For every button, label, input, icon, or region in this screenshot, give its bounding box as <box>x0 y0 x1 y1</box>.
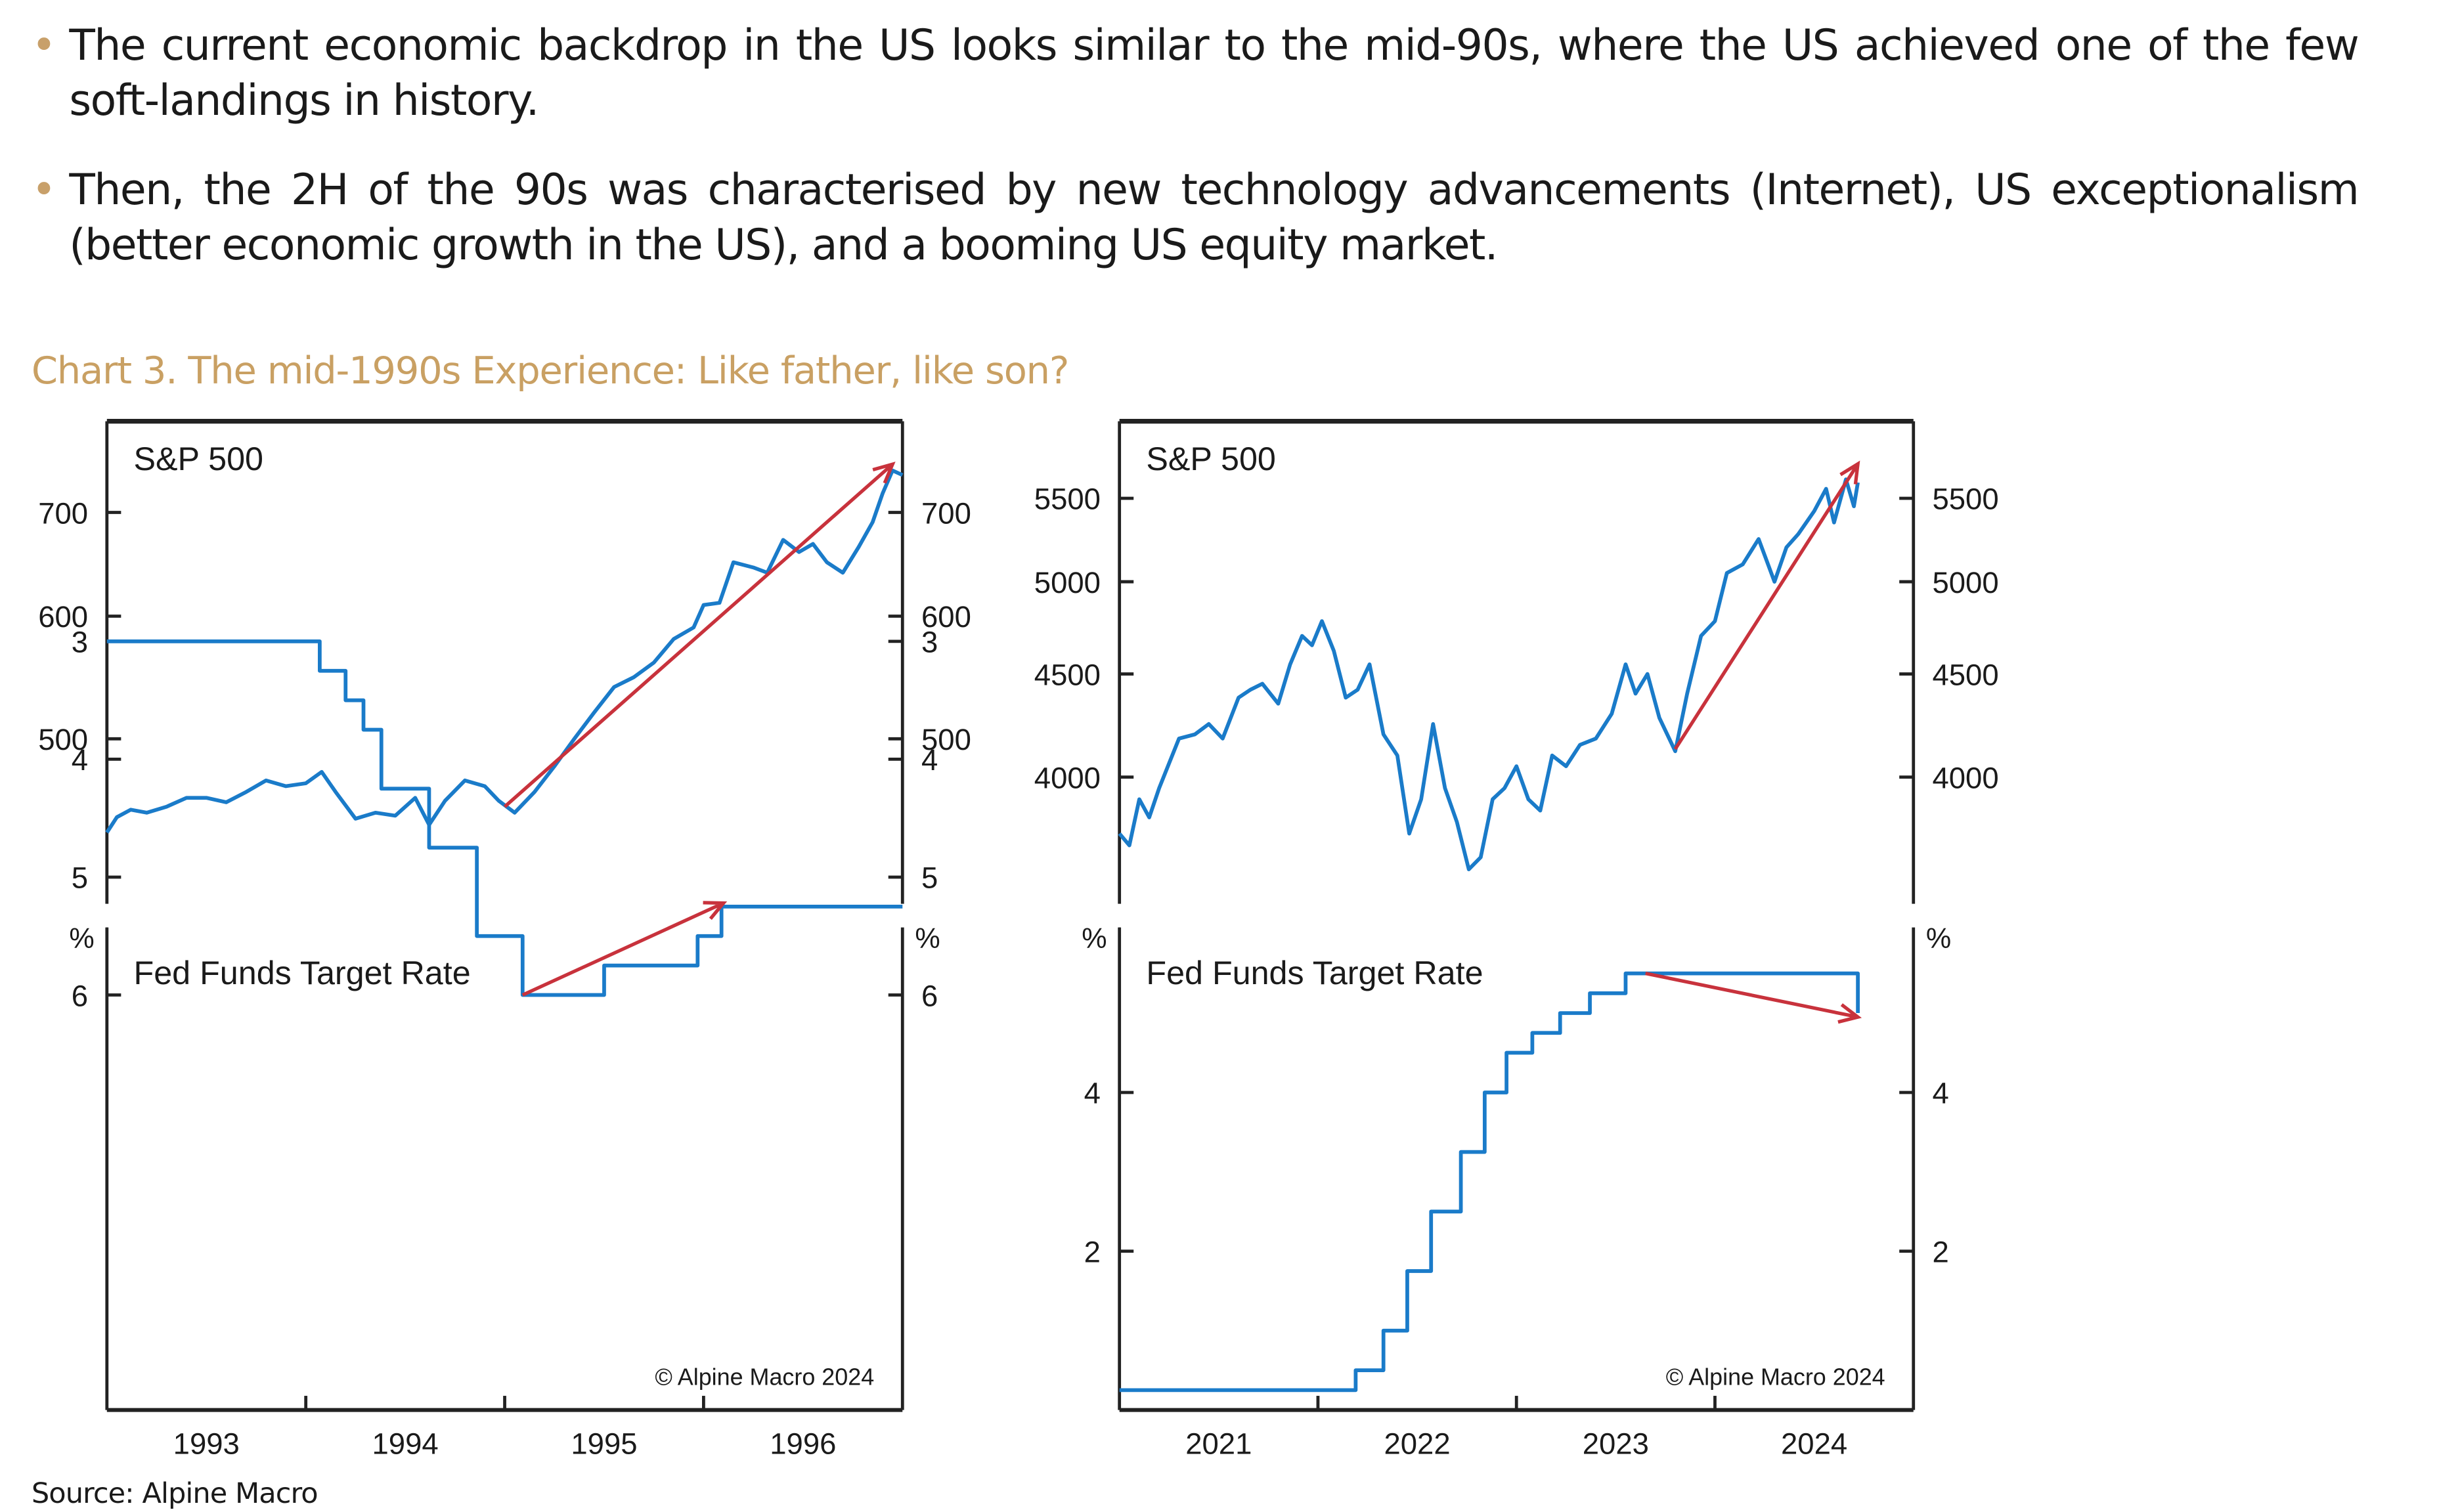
y-tick-label-right: 5500 <box>1932 483 1998 516</box>
y-tick-label-left: 4 <box>72 743 88 777</box>
trend-arrow <box>1673 460 1860 750</box>
y-tick-label-right: 500 <box>921 723 971 756</box>
y-tick-label-right: 4000 <box>1932 761 1998 794</box>
y-tick-label-left: 5000 <box>1034 566 1101 599</box>
x-tick-label: 2021 <box>1185 1427 1252 1461</box>
bullet-text: The current economic backdrop in the US … <box>69 22 2359 126</box>
y-unit-right: % <box>1926 923 1951 955</box>
series-line <box>1118 477 1860 872</box>
y-tick-label-left: 3 <box>72 626 88 659</box>
y-tick-label-right: 4 <box>921 743 938 777</box>
bullet-item: • Then, the 2H of the 90s was characteri… <box>31 163 2360 274</box>
trend-arrow <box>521 901 728 997</box>
bullet-dot-icon: • <box>31 22 56 71</box>
y-tick-label-left: 600 <box>38 600 88 634</box>
series-line <box>105 468 904 834</box>
panel-title: S&P 500 <box>1146 440 1276 477</box>
y-tick-label-right: 5 <box>921 861 938 895</box>
y-tick-label-left: 4 <box>1084 1077 1101 1110</box>
panel-title: S&P 500 <box>134 440 264 477</box>
x-tick-label: 1994 <box>372 1427 439 1461</box>
x-tick-label: 1996 <box>770 1427 836 1461</box>
y-tick-label-right: 3 <box>921 626 938 659</box>
y-tick-label-left: 2 <box>1084 1236 1101 1269</box>
copyright-watermark: © Alpine Macro 2024 <box>655 1363 874 1390</box>
y-unit-right: % <box>915 923 940 955</box>
chart-title: Chart 3. The mid-1990s Experience: Like … <box>31 349 1070 393</box>
y-tick-label-right: 2 <box>1932 1236 1948 1269</box>
y-tick-label-right: 600 <box>921 600 971 634</box>
x-tick-label: 2022 <box>1384 1427 1450 1461</box>
y-tick-label-left: 4000 <box>1034 761 1101 794</box>
source-note: Source: Alpine Macro <box>31 1477 318 1511</box>
y-tick-label-left: 5 <box>72 861 88 895</box>
y-tick-label-left: 700 <box>38 496 88 530</box>
bullet-item: • The current economic backdrop in the U… <box>31 19 2360 129</box>
y-tick-label-left: 5500 <box>1034 483 1101 516</box>
x-tick-label: 2023 <box>1583 1427 1649 1461</box>
y-tick-label-right: 4500 <box>1932 658 1998 691</box>
x-tick-label: 2024 <box>1781 1427 1847 1461</box>
panel-title: Fed Funds Target Rate <box>1146 954 1483 991</box>
trend-arrow <box>503 462 896 808</box>
y-unit-left: % <box>69 923 94 955</box>
x-tick-label: 1995 <box>571 1427 637 1461</box>
y-tick-label-left: 4500 <box>1034 658 1101 691</box>
bullet-dot-icon: • <box>31 166 56 216</box>
y-unit-left: % <box>1082 923 1107 955</box>
panel-title: Fed Funds Target Rate <box>134 954 471 991</box>
bullet-text: Then, the 2H of the 90s was characterise… <box>69 166 2359 270</box>
series-line <box>106 639 903 997</box>
y-tick-label-right: 6 <box>921 979 938 1012</box>
trend-arrow <box>1645 972 1862 1024</box>
y-tick-label-right: 5000 <box>1932 566 1998 599</box>
copyright-watermark: © Alpine Macro 2024 <box>1666 1363 1885 1390</box>
y-tick-label-right: 700 <box>921 496 971 530</box>
y-tick-label-left: 500 <box>38 723 88 756</box>
y-tick-label-right: 4 <box>1932 1077 1948 1110</box>
y-tick-label-left: 6 <box>72 979 88 1012</box>
series-line <box>1119 971 1860 1393</box>
x-tick-label: 1993 <box>173 1427 240 1461</box>
